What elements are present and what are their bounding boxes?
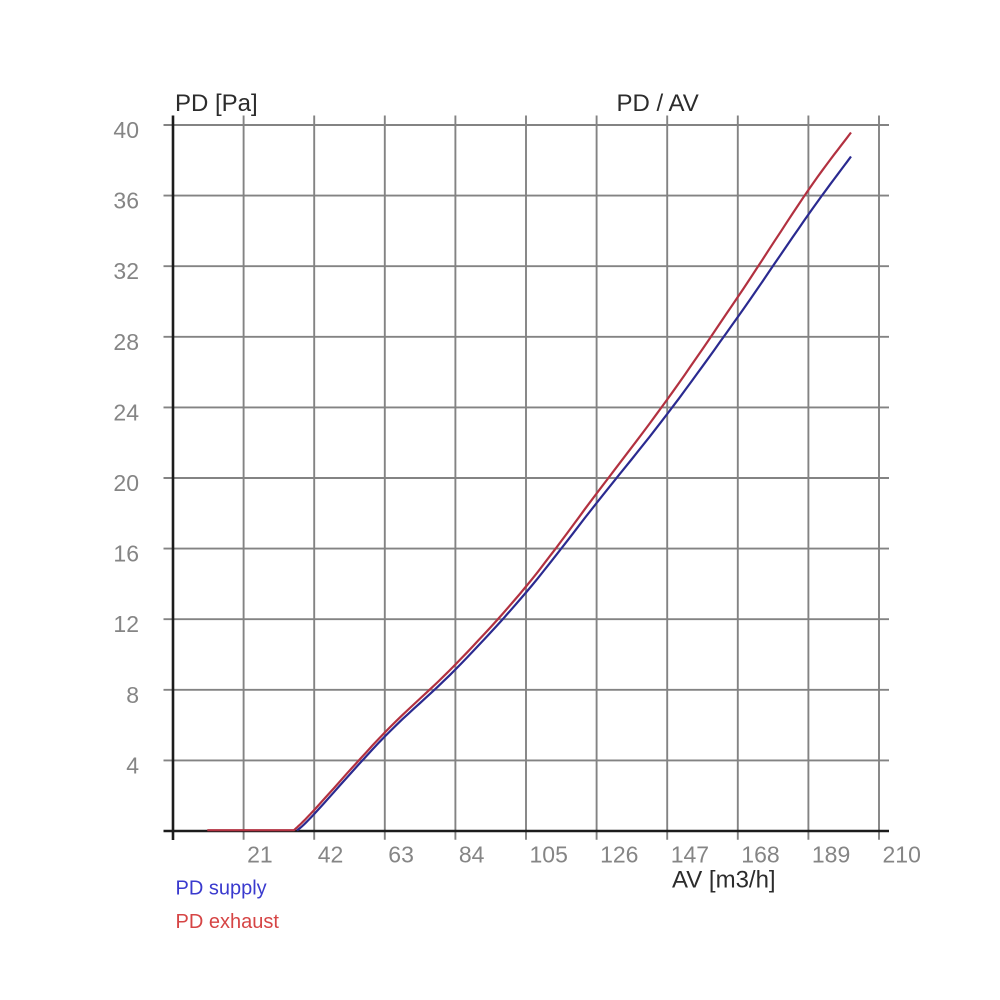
svg-text:40: 40 [113, 117, 139, 143]
svg-text:210: 210 [883, 842, 921, 868]
svg-text:126: 126 [600, 842, 638, 868]
svg-text:36: 36 [113, 188, 139, 214]
svg-text:PD [Pa]: PD [Pa] [175, 90, 258, 117]
svg-text:32: 32 [113, 258, 139, 284]
svg-text:AV [m3/h]: AV [m3/h] [672, 867, 776, 894]
svg-text:28: 28 [113, 329, 139, 355]
svg-text:16: 16 [113, 541, 139, 567]
svg-text:PD exhaust: PD exhaust [176, 911, 280, 933]
svg-text:PD / AV: PD / AV [617, 90, 699, 117]
svg-text:12: 12 [113, 611, 139, 637]
svg-text:21: 21 [247, 842, 273, 868]
svg-text:20: 20 [113, 470, 139, 496]
svg-text:4: 4 [126, 752, 139, 778]
svg-text:147: 147 [671, 842, 709, 868]
svg-text:189: 189 [812, 842, 850, 868]
svg-text:84: 84 [459, 842, 485, 868]
svg-text:168: 168 [741, 842, 779, 868]
svg-text:105: 105 [530, 842, 568, 868]
svg-text:24: 24 [113, 399, 139, 425]
svg-text:63: 63 [388, 842, 414, 868]
svg-text:PD supply: PD supply [176, 878, 267, 900]
svg-text:8: 8 [126, 682, 139, 708]
svg-text:42: 42 [318, 842, 344, 868]
